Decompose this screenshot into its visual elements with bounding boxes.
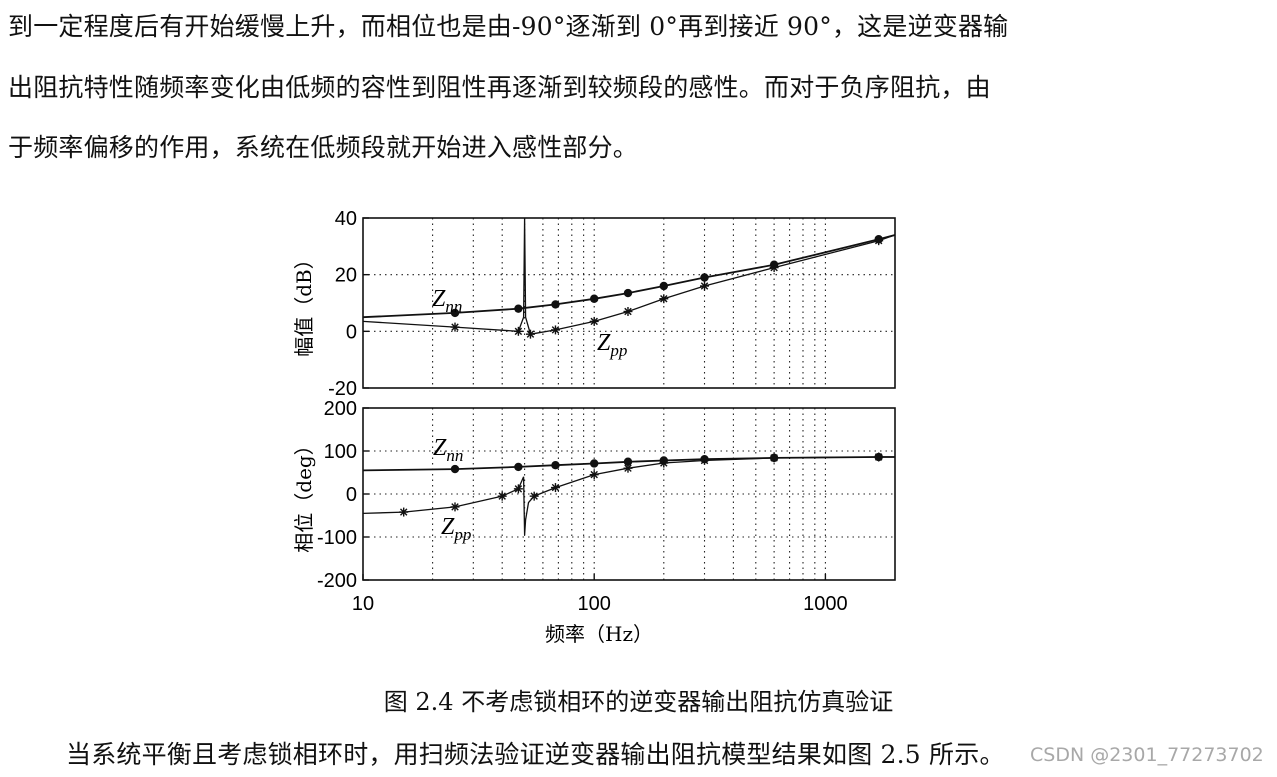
paragraph-bottom: 当系统平衡且考虑锁相环时，用扫频法验证逆变器输出阻抗模型结果如图 2.5 所示。 <box>66 740 1005 769</box>
data-point <box>550 325 560 335</box>
series-z-pp <box>363 218 895 339</box>
data-point <box>551 300 560 309</box>
y-tick-label: 0 <box>346 321 357 343</box>
y-tick-label: 200 <box>324 398 357 420</box>
y-tick-label: 20 <box>335 265 357 287</box>
x-tick-label: 1000 <box>803 593 848 615</box>
data-point <box>623 463 633 473</box>
paragraph-top-line-2: 出阻抗特性随频率变化由低频的容性到阻性再逐渐到较频段的感性。而对于负序阻抗，由 <box>8 73 991 102</box>
data-point <box>450 322 460 332</box>
data-point <box>450 464 460 474</box>
data-point <box>700 281 710 291</box>
series-label-pp: Zpp <box>597 330 627 360</box>
figure-caption: 图 2.4 不考虑锁相环的逆变器输出阻抗仿真验证 <box>383 688 894 716</box>
data-point <box>659 458 669 468</box>
x-axis-label: 频率（Hz） <box>545 622 653 646</box>
y-tick-label: 40 <box>335 208 357 230</box>
data-point <box>514 304 523 313</box>
data-point <box>589 316 599 326</box>
data-point <box>874 236 884 246</box>
data-point <box>659 294 669 304</box>
data-point <box>623 307 633 316</box>
y-axis-label: 幅值（dB） <box>292 249 316 357</box>
y-tick-label: -100 <box>317 527 357 549</box>
data-point <box>450 308 460 318</box>
data-point <box>513 326 523 336</box>
data-point <box>514 462 523 472</box>
data-point <box>450 502 460 512</box>
series-z-pp <box>363 452 895 535</box>
data-point <box>551 460 560 470</box>
y-tick-label: -200 <box>317 570 357 592</box>
data-point <box>513 484 523 494</box>
y-tick-label: -20 <box>328 378 357 400</box>
data-point <box>525 329 535 339</box>
data-point <box>497 491 507 501</box>
x-tick-label: 100 <box>578 593 611 615</box>
data-point <box>589 470 599 480</box>
series-label-pp: Zpp <box>441 514 471 544</box>
watermark: CSDN @2301_77273702 <box>1030 744 1264 766</box>
x-tick-label: 10 <box>352 593 374 615</box>
data-point <box>623 457 633 466</box>
data-point <box>659 281 668 291</box>
data-point <box>623 288 633 298</box>
y-axis-label: 相位（deg） <box>292 435 316 552</box>
data-point <box>874 452 884 462</box>
data-point <box>769 453 779 463</box>
plot-frame <box>362 217 896 389</box>
y-tick-label: 0 <box>346 484 357 506</box>
data-point <box>769 263 779 273</box>
magnitude-plot: 40 20 0 -20 幅值（dB） Znn Zpp <box>292 208 896 400</box>
data-point <box>550 483 560 493</box>
data-point <box>529 491 539 501</box>
data-point <box>700 273 709 282</box>
series-z-nn <box>363 234 895 319</box>
series-label-nn: Znn <box>433 435 463 465</box>
paragraph-top-line-3: 于频率偏移的作用，系统在低频段就开始进入感性部分。 <box>8 133 639 162</box>
data-point <box>590 294 599 303</box>
data-point <box>399 507 409 517</box>
y-tick-label: 100 <box>324 441 357 463</box>
data-point <box>700 455 710 465</box>
data-point <box>590 459 599 468</box>
paragraph-top-line-1: 到一定程度后有开始缓慢上升，而相位也是由-90°逐渐到 0°再到接近 90°，这… <box>8 12 1009 41</box>
series-label-nn: Znn <box>432 286 462 316</box>
